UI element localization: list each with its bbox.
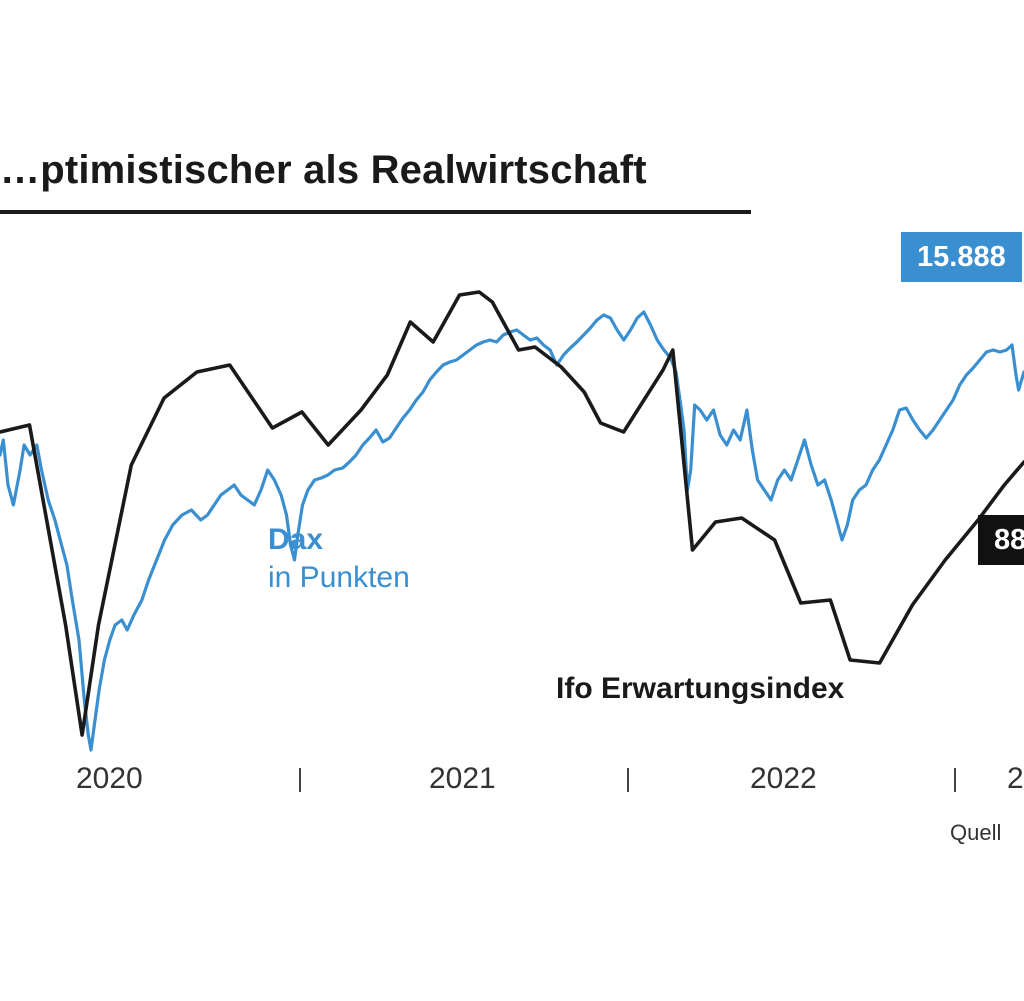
x-tick-mark [627,768,629,792]
title-underline [0,210,751,214]
ifo-end-value-badge: 88 [978,515,1024,565]
legend-ifo-name: Ifo Erwartungsindex [556,672,845,705]
x-tick-mark [299,768,301,792]
x-tick-mark [954,768,956,792]
series-line-ifo [0,290,1024,737]
x-tick-label-2022: 2022 [750,762,817,795]
x-tick-label-2023: 2 [1007,762,1024,795]
legend-dax-unit: in Punkten [268,561,410,594]
chart-title: …ptimistischer als Realwirtschaft [0,148,647,192]
series-line-dax [0,310,1024,752]
x-tick-label-2020: 2020 [76,762,143,795]
source-note: Quell [950,820,1002,845]
legend-dax-name: Dax [268,523,324,556]
x-tick-label-2021: 2021 [429,762,496,795]
dax-end-value-badge: 15.888 [901,232,1022,282]
